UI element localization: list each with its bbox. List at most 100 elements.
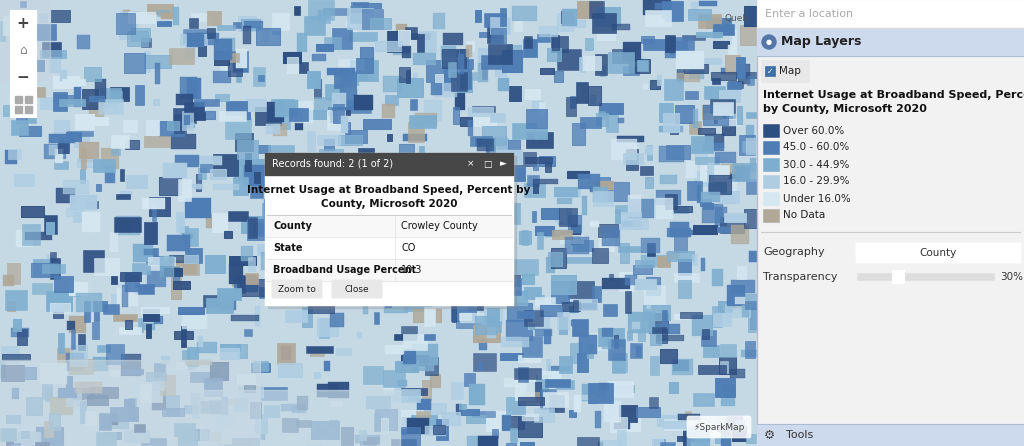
Bar bbox=[251, 363, 270, 372]
Bar bbox=[445, 226, 456, 237]
Bar bbox=[612, 24, 630, 30]
Bar bbox=[394, 334, 416, 340]
Bar bbox=[134, 424, 144, 432]
Bar bbox=[15, 230, 33, 248]
Bar bbox=[749, 9, 767, 26]
Bar bbox=[167, 235, 190, 251]
Bar bbox=[657, 19, 664, 26]
Bar bbox=[33, 259, 52, 276]
Bar bbox=[659, 175, 677, 184]
Bar bbox=[522, 414, 540, 421]
Bar bbox=[7, 263, 19, 284]
Bar bbox=[49, 296, 73, 310]
Bar bbox=[397, 165, 420, 180]
Bar bbox=[326, 174, 335, 195]
Bar bbox=[577, 353, 588, 372]
Bar bbox=[688, 230, 692, 235]
Bar bbox=[654, 3, 672, 8]
Bar bbox=[742, 305, 749, 317]
Bar bbox=[487, 24, 503, 43]
Bar bbox=[599, 440, 622, 446]
Bar bbox=[400, 427, 421, 445]
Bar bbox=[231, 315, 259, 321]
Bar bbox=[184, 248, 203, 263]
Bar bbox=[122, 222, 130, 232]
Bar bbox=[645, 146, 652, 155]
Bar bbox=[613, 335, 618, 348]
Bar bbox=[190, 392, 205, 403]
Bar bbox=[514, 368, 542, 379]
Bar bbox=[549, 395, 564, 412]
Bar bbox=[518, 396, 544, 405]
Bar bbox=[259, 287, 271, 298]
Bar bbox=[10, 10, 36, 36]
Bar bbox=[128, 399, 135, 420]
Bar bbox=[358, 230, 383, 238]
Bar bbox=[123, 10, 130, 17]
Bar bbox=[42, 384, 52, 400]
Bar bbox=[191, 12, 210, 21]
Bar bbox=[512, 6, 538, 21]
Bar bbox=[413, 309, 441, 322]
Bar bbox=[187, 78, 201, 99]
Bar bbox=[190, 372, 217, 381]
Bar bbox=[77, 36, 89, 49]
Bar bbox=[267, 102, 285, 122]
Bar bbox=[372, 260, 387, 266]
Bar bbox=[66, 132, 81, 141]
Bar bbox=[128, 12, 155, 23]
Bar bbox=[181, 326, 186, 347]
Bar bbox=[131, 28, 151, 41]
Bar bbox=[640, 165, 653, 175]
Bar bbox=[297, 396, 308, 410]
Bar bbox=[720, 361, 728, 373]
Bar bbox=[732, 29, 736, 45]
Bar bbox=[692, 393, 714, 405]
Bar bbox=[645, 10, 672, 26]
Bar bbox=[11, 120, 28, 135]
Bar bbox=[450, 72, 477, 80]
Bar bbox=[174, 331, 193, 339]
Bar bbox=[183, 255, 200, 275]
Bar bbox=[39, 13, 46, 22]
Bar bbox=[424, 334, 434, 339]
Bar bbox=[506, 396, 524, 414]
Bar bbox=[241, 246, 253, 261]
Bar bbox=[385, 95, 397, 105]
Bar bbox=[749, 310, 769, 332]
Bar bbox=[406, 70, 410, 83]
Bar bbox=[345, 131, 367, 144]
Bar bbox=[319, 149, 343, 156]
Bar bbox=[476, 139, 494, 151]
Bar bbox=[477, 183, 481, 199]
Bar bbox=[82, 89, 97, 109]
Bar bbox=[401, 410, 423, 428]
Bar bbox=[504, 378, 527, 387]
Bar bbox=[121, 190, 132, 196]
Bar bbox=[362, 437, 379, 444]
Bar bbox=[641, 255, 667, 267]
Bar bbox=[701, 329, 710, 339]
Bar bbox=[687, 181, 702, 200]
Bar bbox=[627, 331, 632, 340]
Bar bbox=[316, 426, 328, 434]
Bar bbox=[757, 424, 1024, 446]
Bar bbox=[228, 58, 242, 76]
Bar bbox=[216, 53, 239, 62]
Bar bbox=[561, 302, 580, 311]
Bar bbox=[340, 78, 357, 85]
Bar bbox=[472, 106, 495, 112]
Bar bbox=[73, 212, 97, 222]
Bar bbox=[144, 222, 158, 244]
Bar bbox=[110, 87, 129, 100]
Bar bbox=[58, 388, 78, 398]
Bar bbox=[525, 89, 540, 99]
Bar bbox=[355, 435, 380, 442]
Bar bbox=[200, 164, 212, 172]
Bar bbox=[410, 99, 417, 110]
Bar bbox=[548, 366, 569, 372]
Bar bbox=[721, 385, 735, 406]
Bar bbox=[655, 190, 681, 205]
Bar bbox=[347, 8, 373, 29]
Bar bbox=[541, 208, 559, 219]
